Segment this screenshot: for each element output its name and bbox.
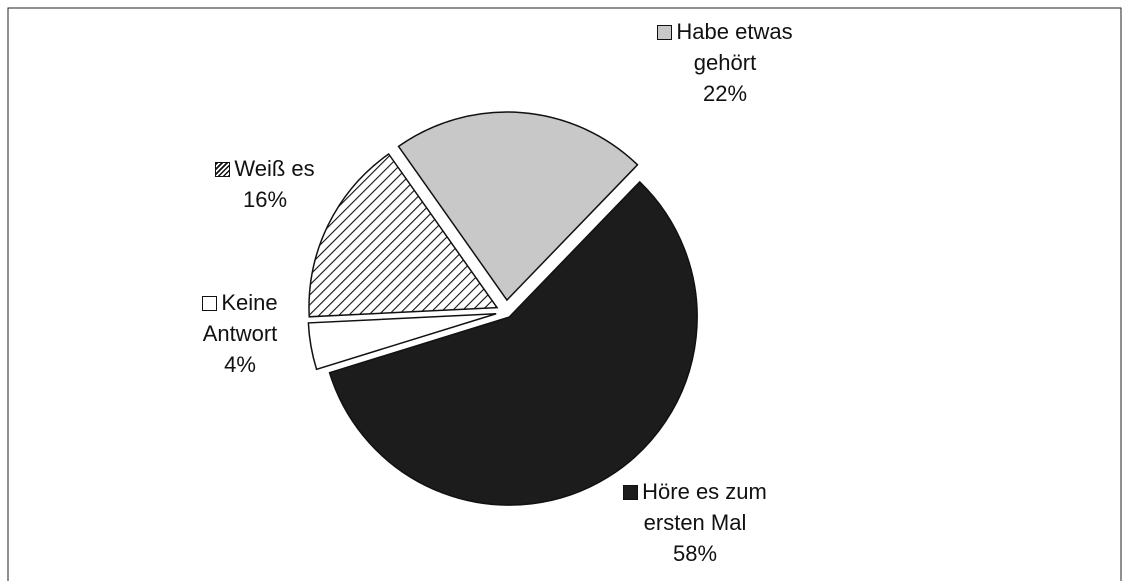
slice-name: Habe etwas gehört — [676, 19, 793, 75]
pie-slice — [308, 152, 499, 318]
legend-swatch — [657, 25, 673, 40]
pie-slice — [328, 180, 698, 506]
slice-label: Weiß es 16% — [185, 153, 345, 215]
slice-label: Keine Antwort 4% — [180, 287, 300, 380]
slice-value: 4% — [224, 352, 256, 377]
slice-name: Höre es zum ersten Mal — [642, 479, 767, 535]
legend-swatch — [623, 485, 639, 500]
slice-name: Keine Antwort — [202, 290, 278, 346]
pie-slice — [397, 111, 639, 302]
slice-value: 22% — [702, 81, 748, 106]
slice-label: Habe etwas gehört 22% — [630, 16, 820, 109]
frame — [7, 7, 1122, 581]
slice-value: 16% — [242, 187, 288, 212]
slice-value: 58% — [672, 541, 718, 566]
legend-swatch — [202, 296, 218, 311]
legend-swatch — [215, 162, 231, 177]
slice-name: Weiß es — [234, 156, 315, 181]
slice-label: Höre es zum ersten Mal 58% — [600, 476, 790, 569]
pie-slice — [307, 312, 497, 371]
